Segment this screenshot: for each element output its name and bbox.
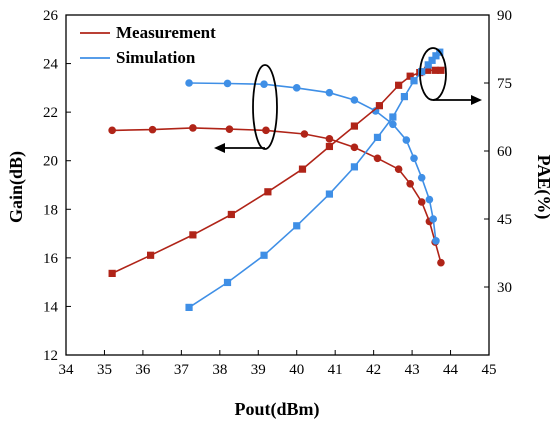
data-point-measurement-pae <box>406 72 414 80</box>
data-point-simulation-gain <box>325 88 334 97</box>
data-point-simulation-pae <box>432 52 440 60</box>
data-point-measurement-gain <box>262 126 270 135</box>
x-tick-label: 34 <box>59 362 75 378</box>
data-point-simulation-gain <box>425 195 434 204</box>
plot-area: 34 35 36 37 38 39 40 41 42 43 44 45 12 14 16 18 20 22 24 26… <box>43 8 512 378</box>
data-point-measurement-pae <box>437 66 445 74</box>
data-point-simulation-gain <box>350 96 359 104</box>
data-point-simulation-gain <box>410 154 418 163</box>
data-point-measurement-gain <box>417 198 426 206</box>
data-point-measurement-gain <box>225 125 234 133</box>
x-tick-label: 41 <box>328 362 343 378</box>
x-tick-label: 40 <box>289 362 304 378</box>
data-point-simulation-pae <box>223 278 232 287</box>
x-tick-label: 45 <box>482 362 497 378</box>
data-point-simulation-pae <box>418 68 426 76</box>
y-right-tick-label: 30 <box>497 280 512 296</box>
data-point-measurement-pae <box>325 142 334 151</box>
data-point-measurement-gain <box>189 124 197 132</box>
data-point-measurement-gain <box>394 165 403 174</box>
x-tick-label: 36 <box>135 362 151 378</box>
data-point-simulation-pae <box>260 251 268 259</box>
data-point-simulation-pae <box>350 163 359 171</box>
data-point-simulation-gain <box>417 173 426 182</box>
data-point-measurement-gain <box>108 126 116 135</box>
data-point-simulation-gain <box>260 80 268 89</box>
data-point-simulation-pae <box>400 93 408 101</box>
y-right-tick-label: 75 <box>497 76 512 92</box>
data-point-measurement-pae <box>375 102 384 110</box>
y-left-tick-label: 20 <box>43 154 58 170</box>
x-tick-label: 35 <box>97 362 112 378</box>
x-tick-label: 43 <box>405 362 420 378</box>
y-left-tick-label: 12 <box>43 348 58 364</box>
plot-frame <box>65 14 490 356</box>
data-point-measurement-gain <box>300 130 309 138</box>
y-right-tick-label: 90 <box>497 8 512 24</box>
x-tick-label: 38 <box>212 362 227 378</box>
data-point-measurement-pae <box>108 269 116 277</box>
x-axis-title: Pout(dBm) <box>235 399 320 420</box>
annotations <box>214 47 482 153</box>
y-left-tick-label: 14 <box>43 299 59 315</box>
legend-label-simulation: Simulation <box>116 48 196 67</box>
y-right-axis-title: PAE(%) <box>533 155 550 220</box>
data-point-measurement-pae <box>227 210 235 219</box>
data-point-simulation-pae <box>389 113 397 121</box>
data-point-simulation-gain <box>429 215 438 223</box>
data-point-measurement-gain <box>373 154 382 163</box>
data-point-simulation-pae <box>424 61 432 69</box>
y-left-tick-label: 16 <box>43 251 59 267</box>
series-line-measurement-gain <box>112 127 442 263</box>
data-point-simulation-gain <box>389 120 397 129</box>
legend-label-measurement: Measurement <box>116 23 216 42</box>
gain-arrow-head <box>214 143 225 153</box>
y-right-tick-label: 45 <box>497 212 512 228</box>
data-point-measurement-pae <box>189 231 197 239</box>
data-point-measurement-pae <box>423 66 432 74</box>
data-point-measurement-gain <box>437 258 445 267</box>
data-point-simulation-pae <box>410 77 418 85</box>
data-point-measurement-pae <box>350 122 359 130</box>
data-point-measurement-gain <box>350 143 359 152</box>
data-point-measurement-pae <box>264 188 272 196</box>
data-point-simulation-pae <box>185 303 193 311</box>
data-point-measurement-pae <box>431 66 439 74</box>
x-tick-label: 39 <box>251 362 266 378</box>
series-line-simulation-gain <box>189 82 437 241</box>
data-point-measurement-gain <box>148 125 157 134</box>
x-tick-label: 37 <box>174 362 190 378</box>
data-point-measurement-pae <box>298 165 307 173</box>
y-left-tick-label: 18 <box>43 202 58 218</box>
data-point-simulation-pae <box>325 190 334 198</box>
data-point-simulation-pae <box>373 133 382 141</box>
data-point-simulation-gain <box>223 79 232 88</box>
data-point-simulation-gain <box>402 136 411 144</box>
legend: Measurement Simulation <box>80 23 216 67</box>
y-right-tick-label: 60 <box>497 144 512 160</box>
data-point-simulation-gain <box>432 237 440 245</box>
y-left-axis-title: Gain(dB) <box>6 151 27 223</box>
data-point-measurement-pae <box>147 251 155 259</box>
data-point-measurement-gain <box>406 179 414 188</box>
gain-curves-ellipse <box>252 64 278 150</box>
data-point-simulation-gain <box>292 84 301 92</box>
y-left-tick-label: 24 <box>43 57 59 73</box>
data-point-simulation-pae <box>428 56 436 64</box>
y-left-tick-label: 26 <box>43 8 59 24</box>
pae-arrow-head <box>471 95 482 105</box>
data-point-simulation-pae <box>293 222 301 230</box>
data-point-simulation-gain <box>185 79 193 87</box>
data-point-measurement-gain <box>325 135 334 143</box>
data-point-measurement-pae <box>395 81 403 89</box>
x-tick-label: 44 <box>443 362 459 378</box>
x-tick-label: 42 <box>366 362 381 378</box>
y-left-tick-label: 22 <box>43 105 58 121</box>
